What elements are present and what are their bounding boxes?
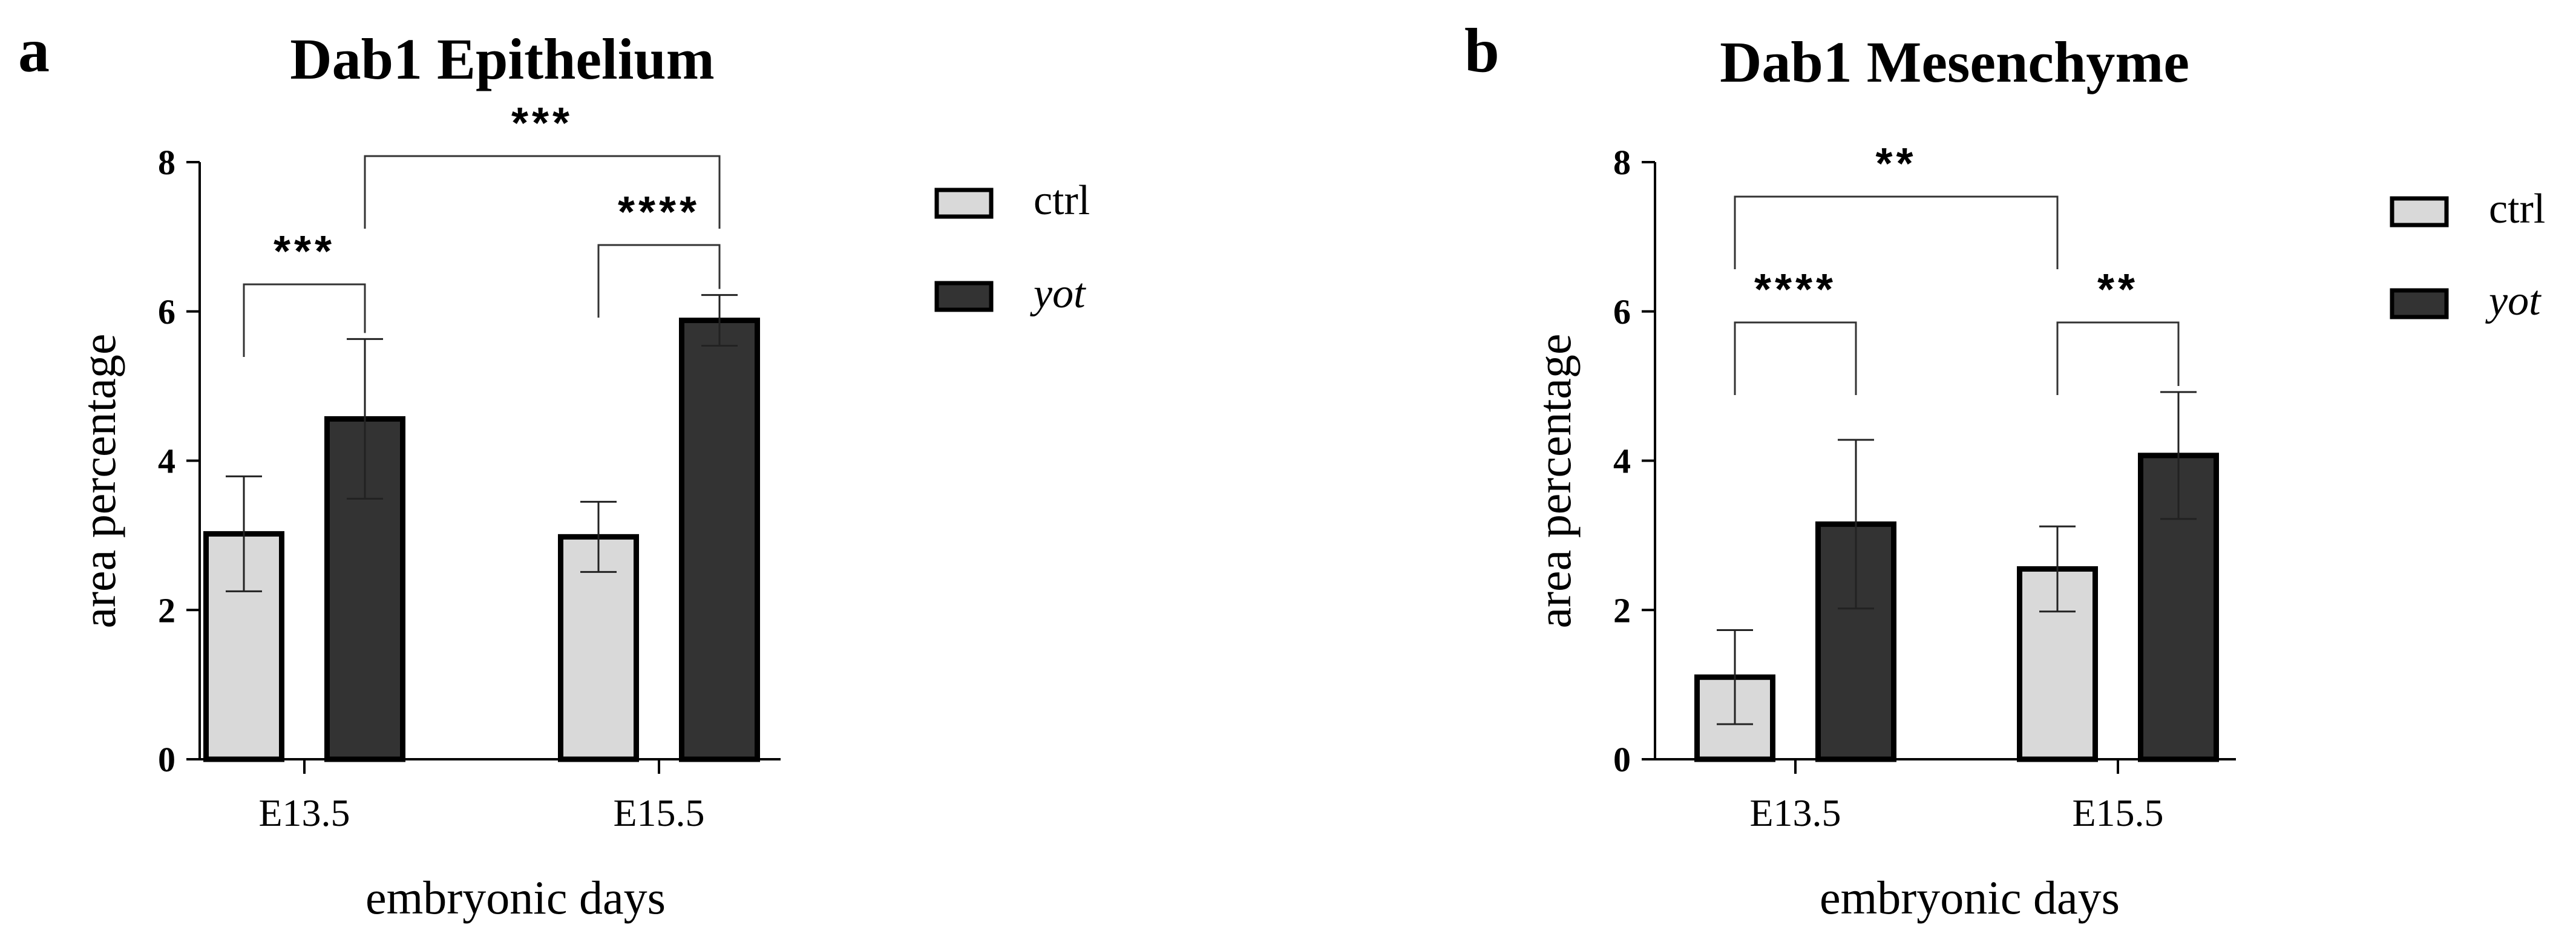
legend-epithelium: ctrl yot <box>934 177 1090 317</box>
bar-yot-E15.5 <box>679 318 760 762</box>
legend-label-ctrl: ctrl <box>1034 177 1090 224</box>
legend-label-ctrl: ctrl <box>2489 186 2545 232</box>
legend-swatch-ctrl <box>934 188 994 219</box>
y-tick-label: 0 <box>1613 740 1631 779</box>
significance-bracket <box>364 155 721 229</box>
x-tick-label: E13.5 <box>1749 791 1841 834</box>
panel-letter-a: a <box>18 16 50 85</box>
legend-mesenchyme: ctrl yot <box>2390 186 2545 324</box>
x-tick-label: E13.5 <box>258 791 350 834</box>
significance-bracket <box>243 283 366 357</box>
significance-label: **** <box>1754 266 1837 314</box>
chart-title-a: Dab1 Epithelium <box>290 27 714 91</box>
significance-label: ** <box>2097 266 2138 314</box>
y-tick-label: 2 <box>1613 590 1631 630</box>
significance-bracket <box>1734 321 1857 395</box>
x-tick-label: E15.5 <box>613 791 704 834</box>
panel-letter-b: b <box>1464 16 1499 85</box>
chart-title-b: Dab1 Mesenchyme <box>1720 30 2189 94</box>
x-tick-label: E15.5 <box>2072 791 2163 834</box>
y-tick-label: 2 <box>158 590 175 630</box>
x-axis-title-a: embryonic days <box>365 871 666 924</box>
y-tick-label: 6 <box>158 292 175 332</box>
significance-label: ** <box>1875 140 1916 188</box>
legend-label-yot: yot <box>2485 278 2542 324</box>
significance-label: *** <box>511 99 573 148</box>
x-axis-title-b: embryonic days <box>1820 871 2120 924</box>
y-tick-label: 8 <box>158 143 175 182</box>
significance-bracket <box>1734 195 2059 269</box>
significance-bracket <box>2056 321 2180 395</box>
significance-label: *** <box>274 227 335 276</box>
legend-swatch-yot <box>2390 288 2449 319</box>
y-axis-title-a: area percentage <box>73 333 125 628</box>
y-axis-title-b: area percentage <box>1528 333 1581 628</box>
legend-label-yot: yot <box>1030 270 1086 317</box>
legend-swatch-ctrl <box>2390 196 2449 227</box>
y-tick-label: 6 <box>1613 292 1631 332</box>
y-tick-label: 8 <box>1613 143 1631 182</box>
y-tick-label: 4 <box>1613 442 1631 481</box>
y-tick-label: 0 <box>158 740 175 779</box>
legend-swatch-yot <box>934 281 994 312</box>
significance-bracket <box>597 244 721 318</box>
y-tick-label: 4 <box>158 442 175 481</box>
significance-label: **** <box>618 188 700 237</box>
